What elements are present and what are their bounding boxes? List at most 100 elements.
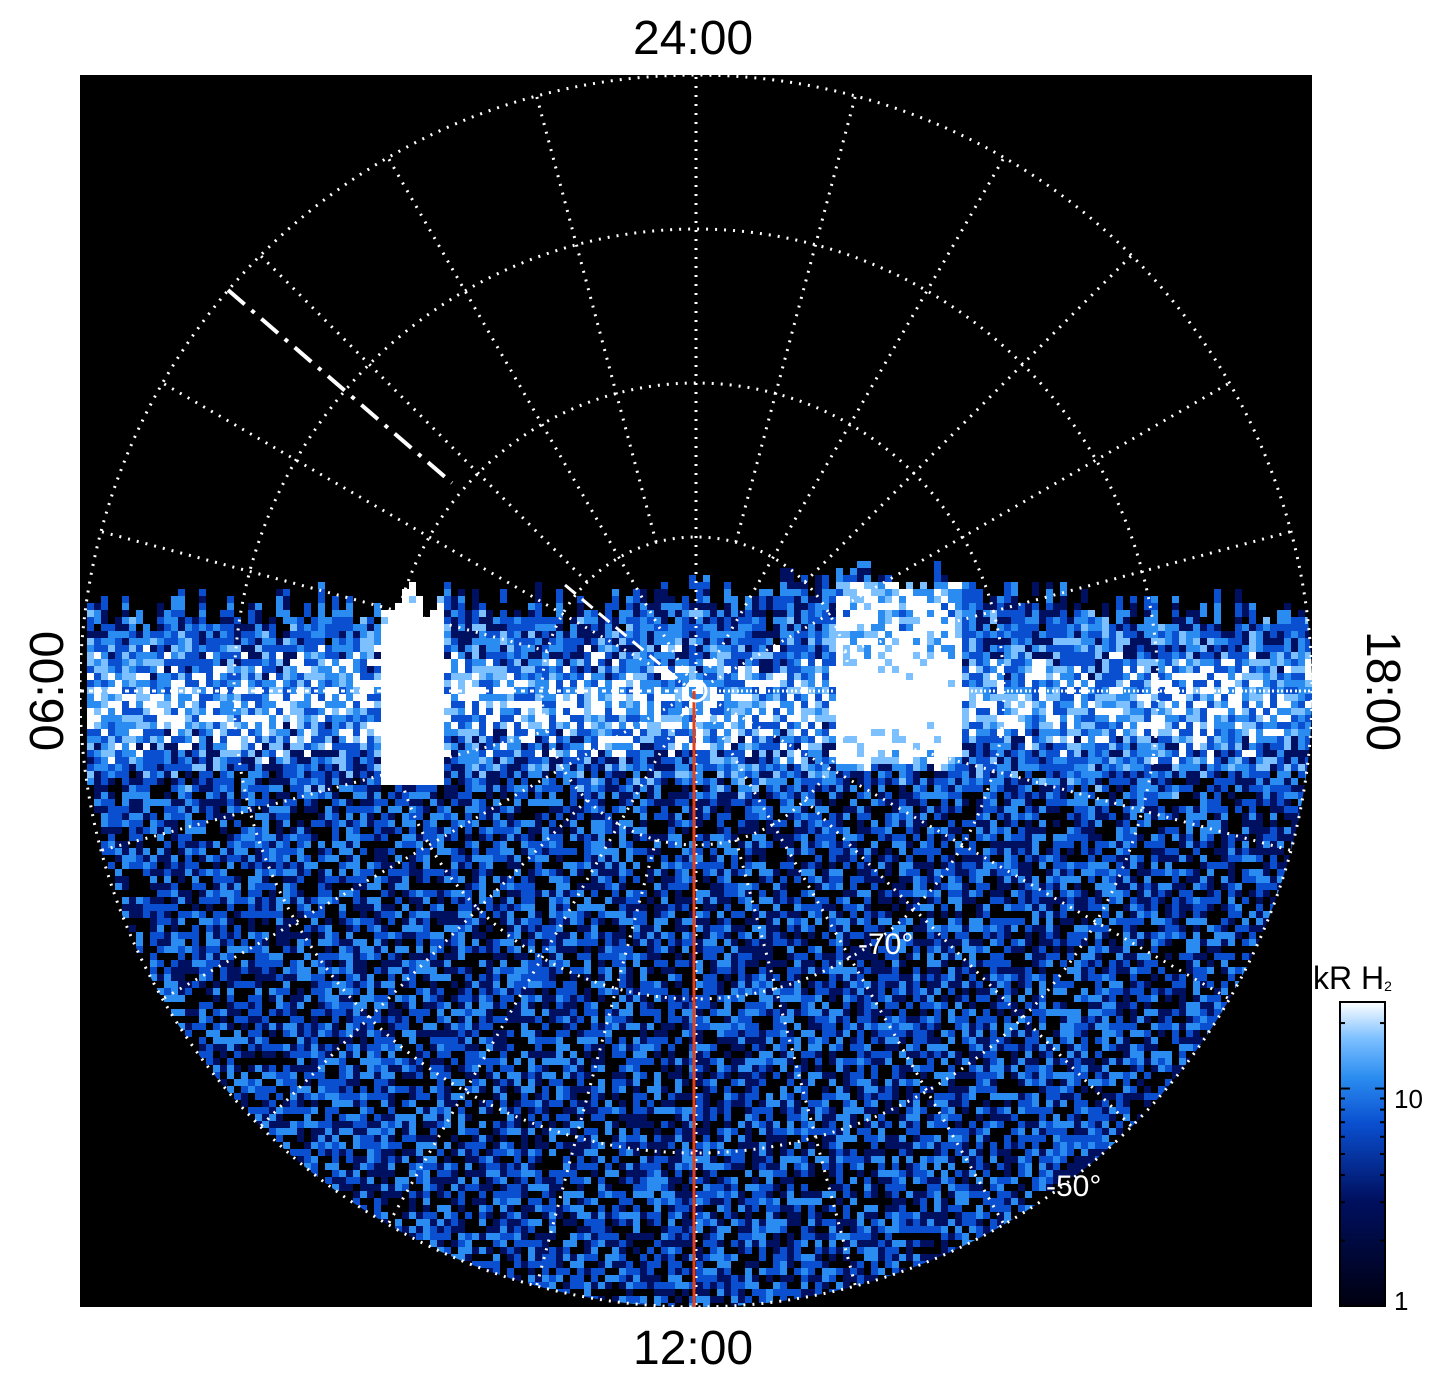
emission-cell [528, 869, 535, 876]
emission-cell [528, 995, 535, 1002]
emission-cell [297, 834, 304, 841]
emission-cell [388, 876, 395, 883]
emission-cell [311, 778, 318, 785]
emission-cell [108, 827, 115, 834]
emission-cell [619, 1051, 626, 1058]
emission-cell [493, 813, 500, 820]
emission-cell [311, 1058, 318, 1065]
emission-cell [423, 953, 430, 960]
emission-cell [206, 771, 213, 778]
emission-cell [199, 855, 206, 862]
emission-cell [185, 799, 192, 806]
emission-cell [297, 1065, 304, 1072]
emission-cell [290, 806, 297, 813]
emission-cell [122, 799, 129, 806]
emission-cell [220, 1023, 227, 1030]
emission-cell [619, 953, 626, 960]
emission-cell [521, 1233, 528, 1240]
emission-cell [381, 967, 388, 974]
emission-cell [381, 932, 388, 939]
emission-cell [451, 799, 458, 806]
emission-cell [479, 1037, 486, 1044]
emission-cell [108, 778, 115, 785]
emission-cell [402, 771, 409, 778]
emission-cell [381, 981, 388, 988]
emission-cell [409, 1198, 416, 1205]
emission-cell [311, 820, 318, 827]
emission-cell [458, 778, 465, 785]
emission-cell [402, 1100, 409, 1107]
emission-cell [360, 1030, 367, 1037]
emission-cell [598, 855, 605, 862]
emission-cell [395, 1219, 402, 1226]
emission-cell [276, 1121, 283, 1128]
emission-cell [570, 806, 577, 813]
emission-cell [297, 1086, 304, 1093]
emission-cell [619, 974, 626, 981]
emission-cell [269, 624, 276, 638]
emission-cell [542, 1128, 549, 1135]
emission-cell [332, 771, 339, 778]
emission-cell [374, 1037, 381, 1044]
emission-cell [157, 974, 164, 981]
emission-cell [430, 1044, 437, 1051]
emission-cell [164, 876, 171, 883]
emission-cell [633, 1296, 640, 1303]
emission-cell [507, 771, 514, 778]
emission-cell [255, 610, 262, 624]
emission-cell [346, 1100, 353, 1107]
emission-cell [598, 813, 605, 820]
emission-cell [633, 1044, 640, 1051]
emission-cell [486, 855, 493, 862]
emission-cell [591, 1030, 598, 1037]
emission-cell [626, 918, 633, 925]
emission-cell [619, 1254, 626, 1261]
emission-cell [234, 932, 241, 939]
emission-cell [283, 1009, 290, 1016]
emission-cell [633, 904, 640, 911]
emission-cell [563, 1254, 570, 1261]
emission-cell [458, 1184, 465, 1191]
emission-cell [304, 799, 311, 806]
emission-cell [549, 1275, 556, 1282]
emission-cell [269, 855, 276, 862]
emission-cell [591, 771, 598, 778]
emission-cell [451, 911, 458, 918]
emission-cell [332, 897, 339, 904]
emission-cell [241, 1079, 248, 1086]
emission-cell [423, 1002, 430, 1009]
emission-cell [612, 771, 619, 778]
emission-cell [318, 1149, 325, 1156]
emission-cell [584, 1240, 591, 1247]
emission-cell [570, 1051, 577, 1058]
emission-cell [311, 1051, 318, 1058]
emission-cell [395, 764, 402, 771]
emission-cell [444, 1051, 451, 1058]
emission-cell [570, 1275, 577, 1282]
emission-cell [458, 764, 465, 771]
emission-cell [598, 1191, 605, 1198]
emission-cell [577, 771, 584, 778]
emission-cell [619, 806, 626, 813]
emission-cell [311, 1142, 318, 1149]
emission-cell [276, 813, 283, 820]
emission-cell [535, 1044, 542, 1051]
emission-cell [262, 967, 269, 974]
emission-cell [220, 1009, 227, 1016]
emission-cell [458, 792, 465, 799]
emission-cell [472, 876, 479, 883]
emission-cell [248, 1002, 255, 1009]
emission-cell [577, 1072, 584, 1079]
emission-cell [346, 1044, 353, 1051]
emission-cell [353, 764, 360, 771]
emission-cell [514, 869, 521, 876]
emission-cell [157, 883, 164, 890]
emission-cell [346, 1023, 353, 1030]
emission-cell [255, 1044, 262, 1051]
emission-cell [297, 1051, 304, 1058]
emission-cell [136, 610, 143, 624]
emission-cell [528, 911, 535, 918]
emission-cell [626, 827, 633, 834]
emission-cell [465, 1023, 472, 1030]
emission-cell [283, 820, 290, 827]
